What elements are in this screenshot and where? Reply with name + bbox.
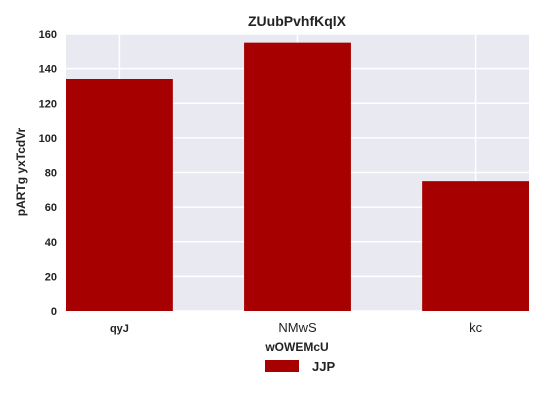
x-tick-label: qyJ [110, 323, 129, 335]
x-tick-label: NMwS [278, 320, 317, 335]
legend-label: JJP [312, 359, 335, 374]
y-tick-label: 60 [45, 202, 57, 214]
y-tick-label: 80 [45, 168, 57, 180]
y-tick-label: 100 [39, 133, 57, 145]
x-tick-label: kc [469, 320, 483, 335]
chart-title: ZUubPvhfKqlX [248, 13, 347, 29]
bar-nmws [244, 42, 351, 311]
y-tick-label: 40 [45, 237, 57, 249]
y-axis-label: pARTg yxTcdVr [14, 127, 28, 216]
y-tick-label: 160 [39, 29, 57, 41]
x-axis-label: wOWEMcU [264, 340, 328, 354]
bars [66, 42, 529, 311]
y-tick-label: 120 [39, 98, 57, 110]
y-tick-label: 0 [51, 306, 57, 318]
y-tick-label: 140 [39, 64, 57, 76]
x-tick-labels: qyJ NMwS kc [110, 320, 483, 335]
legend-swatch [265, 360, 299, 372]
y-tick-labels: 0 20 40 60 80 100 120 140 160 [39, 29, 57, 318]
bar-kc [422, 181, 529, 311]
y-tick-label: 20 [45, 271, 57, 283]
bar-qyj [66, 79, 173, 311]
legend: JJP [265, 359, 335, 374]
